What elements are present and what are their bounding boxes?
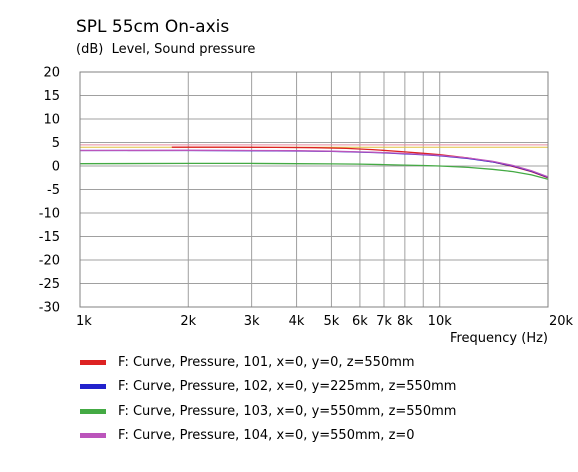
y-tick-label: -15: [39, 230, 60, 245]
legend-label: F: Curve, Pressure, 104, x=0, y=550mm, z…: [118, 428, 415, 444]
x-tick-label: 20k: [549, 314, 574, 329]
x-tick-label: 2k: [180, 314, 196, 329]
legend-label: F: Curve, Pressure, 102, x=0, y=225mm, z…: [118, 379, 457, 395]
chart-legend: F: Curve, Pressure, 101, x=0, y=0, z=550…: [80, 350, 456, 448]
series-line-104: [79, 149, 549, 178]
legend-swatch: [80, 408, 106, 414]
x-axis-label: Frequency (Hz): [450, 331, 548, 346]
x-tick-label: 5k: [324, 314, 340, 329]
y-tick-label: 10: [43, 113, 60, 128]
x-tick-label: 6k: [352, 314, 368, 329]
legend-item: F: Curve, Pressure, 104, x=0, y=550mm, z…: [80, 424, 456, 449]
y-tick-label: 15: [43, 89, 60, 104]
legend-label: F: Curve, Pressure, 103, x=0, y=550mm, z…: [118, 403, 457, 419]
legend-item: F: Curve, Pressure, 101, x=0, y=0, z=550…: [80, 350, 456, 375]
legend-swatch: [80, 359, 106, 365]
y-tick-label: -10: [39, 207, 60, 222]
y-tick-label: -5: [47, 183, 60, 198]
y-tick-label: -25: [39, 277, 60, 292]
legend-swatch: [80, 433, 106, 439]
chart-title: SPL 55cm On-axis: [76, 17, 230, 37]
y-tick-label: 0: [52, 160, 60, 175]
x-tick-label: 10k: [428, 314, 453, 329]
series-line-103: [79, 162, 549, 180]
x-tick-label: 7k: [376, 314, 392, 329]
x-tick-label: 8k: [397, 314, 413, 329]
y-tick-label: 5: [52, 136, 60, 151]
y-tick-label: 20: [43, 66, 60, 81]
legend-item: F: Curve, Pressure, 102, x=0, y=225mm, z…: [80, 375, 456, 400]
y-tick-label: -30: [39, 301, 60, 316]
legend-swatch: [80, 384, 106, 390]
x-tick-label: 1k: [76, 314, 92, 329]
y-tick-label: -20: [39, 254, 60, 269]
legend-label: F: Curve, Pressure, 101, x=0, y=0, z=550…: [118, 354, 415, 370]
legend-item: F: Curve, Pressure, 103, x=0, y=550mm, z…: [80, 399, 456, 424]
plot-frame: [79, 71, 549, 308]
spl-chart: 20 15 10 5 0 -5 -10 -15 -20 -25 -30 1k 2k 3k 4k 5k 6k 7k 8…: [39, 66, 574, 347]
x-tick-label: 3k: [244, 314, 260, 329]
x-tick-label: 4k: [289, 314, 305, 329]
y-axis-label: (dB) Level, Sound pressure: [76, 42, 256, 57]
